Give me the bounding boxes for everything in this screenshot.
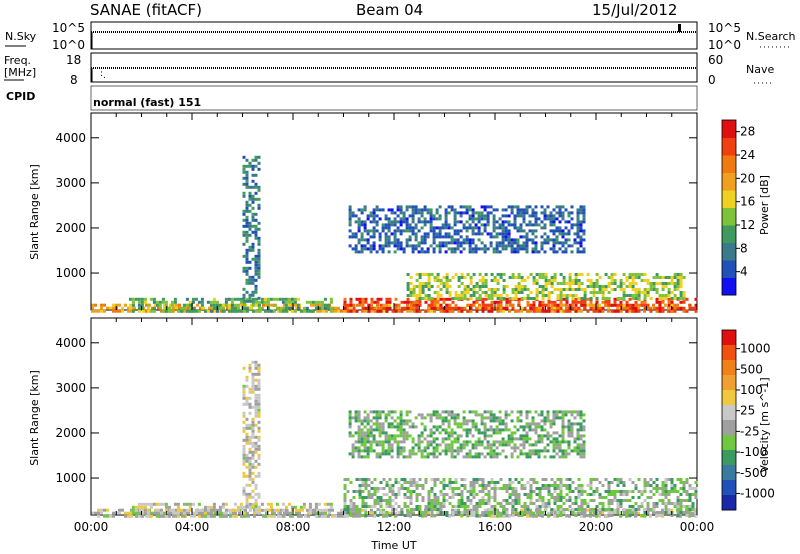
y-tick-label: 2000 <box>55 221 86 235</box>
colorbar-tick-label: 500 <box>740 362 763 376</box>
nsearch-tick-bottom: 10^0 <box>708 38 741 52</box>
time-xlabel: Time UT <box>370 539 416 552</box>
velocity-region-4 <box>242 360 261 508</box>
cpid-bar <box>90 85 698 111</box>
freq-panel: : . Freq. [MHz] 18 8 60 0 Nave <box>4 52 774 87</box>
x-tick-label: 08:00 <box>276 520 311 534</box>
velocity-colorbar: 1000 500 100 25 -25 -100 -500 -1000 <box>721 329 775 511</box>
power-region-1 <box>128 297 333 313</box>
velocity-colorbar-segment <box>722 360 736 376</box>
power-colorbar-segment <box>722 172 736 191</box>
freq-tick-bottom: 8 <box>70 73 78 87</box>
y-tick-label: 1000 <box>55 266 86 280</box>
power-colorbar-segment <box>722 190 736 208</box>
power-colorbar-segment <box>722 120 736 138</box>
velocity-ylabel: Slant Range [km] <box>28 370 41 466</box>
velocity-colorbar-segment <box>722 435 736 451</box>
power-colorbar-segment <box>722 277 736 296</box>
power-colorbar-segment <box>722 242 736 261</box>
power-colorbar: 4 8 12 16 20 24 28 <box>721 119 755 296</box>
nsky-tick-top: 10^5 <box>52 21 85 35</box>
velocity-colorbar-segment <box>722 375 736 391</box>
power-colorbar-segment <box>722 207 736 226</box>
colorbar-tick-label: -100 <box>740 445 767 459</box>
cpid-value: normal (fast) 151 <box>93 96 201 109</box>
x-tick-label: 20:00 <box>579 520 614 534</box>
nsky-tick-bottom: 10^0 <box>52 38 85 52</box>
y-tick-label: 4000 <box>55 131 86 145</box>
velocity-cbar-label: Velocity [m s^-1] <box>758 377 771 472</box>
nsearch-tick-top: 10^5 <box>708 21 741 35</box>
nave-tick-bottom: 0 <box>708 73 716 87</box>
x-tick-label: 16:00 <box>478 520 513 534</box>
colorbar-tick-label: 1000 <box>740 342 771 356</box>
colorbar-tick-label: 28 <box>740 125 755 139</box>
power-region-3 <box>406 273 686 300</box>
velocity-colorbar-segment <box>722 495 736 511</box>
nsearch-label: N.Search <box>746 30 796 43</box>
velocity-heatmap-marks <box>91 360 698 518</box>
colorbar-tick-label: 12 <box>740 218 755 232</box>
velocity-region-3 <box>348 410 586 459</box>
colorbar-tick-label: -25 <box>740 424 760 438</box>
freq-unit: [MHz] <box>4 66 36 79</box>
power-region-5 <box>242 155 261 303</box>
x-tick-label: 00:00 <box>680 520 715 534</box>
colorbar-tick-label: 20 <box>740 171 755 185</box>
velocity-axis: 1000 2000 3000 4000 00:00 04:00 08:00 12:00 16:0… <box>55 318 714 534</box>
freq-label: Freq. <box>4 54 31 67</box>
power-colorbar-segment <box>722 260 736 278</box>
velocity-colorbar-frame <box>721 329 737 511</box>
power-colorbar-segment <box>722 225 736 243</box>
colorbar-tick-label: -500 <box>740 466 767 480</box>
power-heatmap-marks <box>91 155 698 313</box>
svg-text::: : <box>100 69 103 79</box>
x-tick-label: 00:00 <box>74 520 109 534</box>
y-tick-label: 3000 <box>55 381 86 395</box>
y-tick-label: 4000 <box>55 336 86 350</box>
velocity-colorbar-segment <box>722 450 736 466</box>
date-title: 15/Jul/2012 <box>592 1 677 19</box>
velocity-colorbar-segment <box>722 330 736 346</box>
velocity-region-2 <box>343 478 698 517</box>
velocity-colorbar-segment <box>722 420 736 436</box>
y-tick-label: 2000 <box>55 426 86 440</box>
power-colorbar-frame <box>721 119 737 296</box>
power-cbar-label: Power [dB] <box>758 175 771 235</box>
power-region-2 <box>343 297 698 313</box>
y-tick-label: 1000 <box>55 471 86 485</box>
velocity-colorbar-segment <box>722 480 736 496</box>
velocity-colorbar-segment <box>722 390 736 406</box>
power-ylabel: Slant Range [km] <box>28 164 41 260</box>
x-tick-label: 04:00 <box>175 520 210 534</box>
velocity-panel: 1000 2000 3000 4000 00:00 04:00 08:00 12:00 16:0… <box>28 317 714 552</box>
colorbar-tick-label: 16 <box>740 195 755 209</box>
power-region-4 <box>348 205 586 254</box>
power-colorbar-segment <box>722 155 736 173</box>
nave-label: Nave <box>746 63 774 76</box>
cpid-label: CPID <box>6 90 35 103</box>
station-title: SANAE (fitACF) <box>90 1 202 19</box>
colorbar-tick-label: 24 <box>740 148 755 162</box>
y-tick-label: 3000 <box>55 176 86 190</box>
nave-tick-top: 60 <box>708 53 723 67</box>
power-axis: 1000 2000 3000 4000 <box>55 113 698 310</box>
colorbar-tick-label: 4 <box>740 265 748 279</box>
colorbar-tick-label: 8 <box>740 241 748 255</box>
power-panel: 1000 2000 3000 4000 Slant Range [km] <box>28 112 698 313</box>
colorbar-tick-label: 100 <box>740 383 763 397</box>
nsky-label: N.Sky <box>5 30 37 43</box>
beam-title: Beam 04 <box>356 1 423 19</box>
colorbar-tick-label: -1000 <box>740 486 775 500</box>
nsky-panel: N.Sky 10^5 10^0 10^5 10^0 N.Search <box>5 21 796 52</box>
power-colorbar-segment <box>722 137 736 156</box>
velocity-colorbar-segment <box>722 465 736 481</box>
svg-text:.: . <box>103 71 106 81</box>
velocity-colorbar-segment <box>722 405 736 421</box>
freq-tick-top: 18 <box>66 53 81 67</box>
velocity-colorbar-segment <box>722 345 736 361</box>
colorbar-tick-label: 25 <box>740 404 755 418</box>
x-tick-label: 12:00 <box>377 520 412 534</box>
